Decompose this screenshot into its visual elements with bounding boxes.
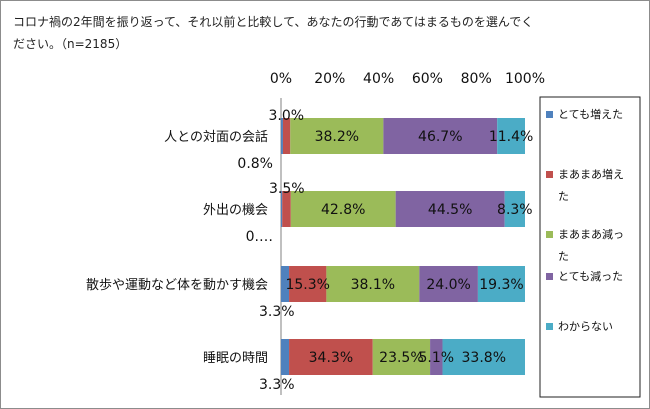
data-label: 11.4% — [489, 129, 533, 145]
legend-swatch — [546, 231, 553, 238]
bar-segment — [497, 118, 525, 154]
bar-segment — [372, 339, 431, 375]
legend-swatch — [546, 273, 553, 280]
data-label: 44.5% — [428, 202, 472, 218]
x-tick-label: 60% — [412, 71, 443, 87]
legend-label: とても増えた — [558, 108, 623, 121]
x-tick-label: 0% — [270, 71, 292, 87]
data-label: 8.3% — [497, 202, 533, 218]
bar-segment — [282, 118, 291, 154]
bar-segment — [290, 118, 384, 154]
bar-segment — [442, 339, 525, 375]
bar-segment — [430, 339, 443, 375]
data-label: 3.0% — [268, 108, 304, 124]
category-label: 散歩や運動など体を動かす機会 — [86, 278, 268, 293]
legend-swatch — [546, 323, 553, 330]
data-label: 38.1% — [351, 277, 395, 293]
data-label: 0.8% — [237, 156, 273, 172]
bar-segment — [282, 191, 291, 227]
bar-segment — [281, 266, 290, 302]
x-tick-label: 20% — [314, 71, 345, 87]
data-label: 3.3% — [259, 304, 295, 320]
data-label: 42.8% — [321, 202, 365, 218]
data-label: 46.7% — [418, 129, 462, 145]
data-label: 34.3% — [309, 350, 353, 366]
data-label: 23.5% — [379, 350, 423, 366]
bar-segment — [504, 191, 525, 227]
x-tick-label: 40% — [363, 71, 394, 87]
chart-question: コロナ禍の2年間を振り返って、それ以前と比較して、あなたの行動であてはまるものを… — [13, 15, 534, 51]
x-tick-label: 80% — [461, 71, 492, 87]
data-label: 19.3% — [479, 277, 523, 293]
category-label: 外出の機会 — [203, 203, 268, 218]
category-label: 人との対面の会話 — [164, 129, 268, 145]
legend — [539, 96, 641, 398]
data-label: 33.8% — [462, 350, 506, 366]
data-label: 38.2% — [315, 129, 359, 145]
legend-label: まあまあ減った — [558, 227, 624, 263]
bar-segment — [281, 118, 283, 154]
x-tick-label: 100% — [505, 71, 545, 87]
bar-segment — [281, 191, 283, 227]
bar-segment — [326, 266, 420, 302]
data-label: 3.5% — [269, 181, 305, 197]
data-label: 24.0% — [426, 277, 470, 293]
legend-label: わからない — [558, 320, 613, 333]
bar-segment — [419, 266, 478, 302]
bar-segment — [289, 266, 327, 302]
data-label: 15.3% — [285, 277, 329, 293]
legend-swatch — [546, 111, 553, 118]
bar-segment — [290, 191, 396, 227]
bar-segment — [395, 191, 505, 227]
legend-label: まあまあ増えた — [558, 168, 624, 203]
data-label: 5.1% — [419, 350, 455, 366]
bar-segment — [477, 266, 525, 302]
bar-segment — [289, 339, 373, 375]
category-label: 睡眠の時間 — [203, 351, 268, 366]
bar-segment — [281, 339, 290, 375]
legend-swatch — [546, 171, 553, 178]
data-label: 3.3% — [259, 377, 295, 393]
bar-segment — [383, 118, 498, 154]
legend-label: とても減った — [558, 269, 623, 283]
data-label: 0.… — [246, 229, 273, 245]
